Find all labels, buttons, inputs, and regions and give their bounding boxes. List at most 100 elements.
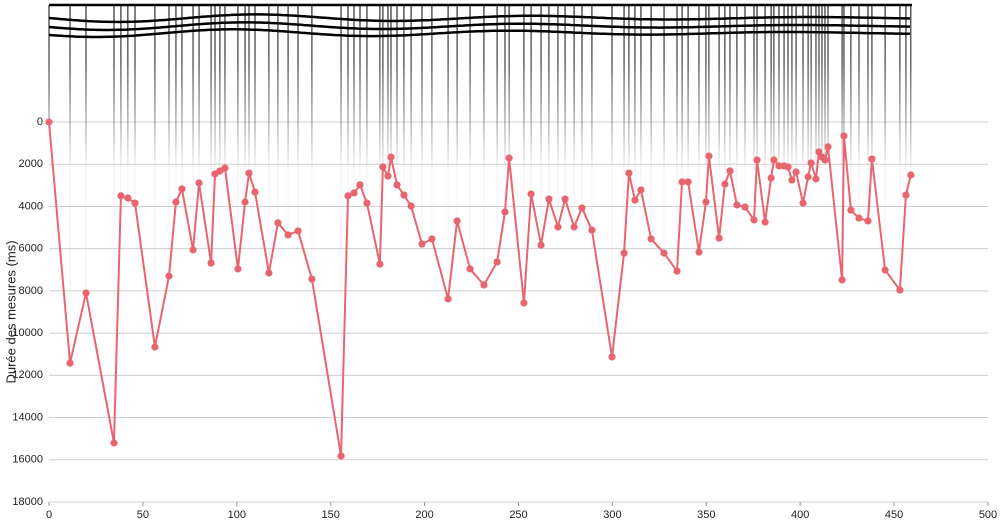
data-point xyxy=(82,289,90,297)
data-point xyxy=(284,231,292,239)
x-tick-label: 100 xyxy=(228,509,246,521)
y-tick-label: 8000 xyxy=(19,285,43,297)
data-point xyxy=(673,267,681,275)
data-point xyxy=(356,181,364,189)
data-point xyxy=(376,260,384,268)
data-point xyxy=(379,163,387,171)
header-wave xyxy=(48,13,911,24)
x-tick-label: 400 xyxy=(791,509,809,521)
data-point xyxy=(151,343,159,351)
data-point xyxy=(881,266,889,274)
data-point xyxy=(537,241,545,249)
data-point xyxy=(705,152,713,160)
data-point xyxy=(821,156,829,164)
x-tick-label: 450 xyxy=(885,509,903,521)
data-point xyxy=(363,199,371,207)
data-point xyxy=(741,203,749,211)
data-point xyxy=(501,208,509,216)
data-point xyxy=(812,175,820,183)
data-point xyxy=(308,275,316,283)
data-point xyxy=(770,156,778,164)
data-point xyxy=(721,180,729,188)
data-point xyxy=(207,259,215,267)
data-point xyxy=(110,439,118,447)
data-point xyxy=(407,202,415,210)
data-point xyxy=(864,217,872,225)
data-point xyxy=(570,223,578,231)
header-wave xyxy=(48,28,910,39)
data-point xyxy=(578,204,586,212)
data-point xyxy=(684,178,692,186)
data-point xyxy=(480,281,488,289)
data-point xyxy=(726,167,734,175)
data-point xyxy=(178,185,186,193)
y-tick-label: 4000 xyxy=(19,200,43,212)
data-point xyxy=(337,452,345,460)
data-point xyxy=(387,153,395,161)
data-point xyxy=(767,174,775,182)
data-point xyxy=(847,206,855,214)
y-tick-label: 18000 xyxy=(12,496,43,508)
data-point xyxy=(733,201,741,209)
y-axis-label: Durée des mesures (ms) xyxy=(3,240,18,383)
data-point xyxy=(695,248,703,256)
data-point xyxy=(251,188,259,196)
data-point xyxy=(561,195,569,203)
data-point xyxy=(466,265,474,273)
data-point xyxy=(799,199,807,207)
data-point xyxy=(753,156,761,164)
data-point xyxy=(265,269,273,277)
y-tick-label: 16000 xyxy=(12,454,43,466)
x-tick-label: 0 xyxy=(46,509,52,521)
data-point xyxy=(172,198,180,206)
data-point xyxy=(428,235,436,243)
data-point xyxy=(221,164,229,172)
series-line xyxy=(48,121,912,457)
data-point xyxy=(840,132,848,140)
data-point xyxy=(625,169,633,177)
header-wave xyxy=(48,21,910,32)
y-tick-label: 0 xyxy=(37,116,43,128)
data-point xyxy=(493,258,501,266)
data-point xyxy=(660,249,668,257)
data-point xyxy=(608,353,616,361)
data-point xyxy=(792,168,800,176)
data-point xyxy=(715,234,723,242)
y-tick-label: 12000 xyxy=(12,369,43,381)
data-point xyxy=(631,196,639,204)
y-tick-label: 6000 xyxy=(19,243,43,255)
data-point xyxy=(393,181,401,189)
x-tick-label: 300 xyxy=(603,509,621,521)
data-point xyxy=(902,191,910,199)
data-point xyxy=(131,199,139,207)
y-tick-label: 14000 xyxy=(12,411,43,423)
data-point xyxy=(117,192,125,200)
data-point xyxy=(66,359,74,367)
data-point xyxy=(520,299,528,307)
data-point xyxy=(838,276,846,284)
x-tick-label: 500 xyxy=(979,509,997,521)
data-point xyxy=(241,198,249,206)
data-point xyxy=(647,235,655,243)
header-decoration xyxy=(48,3,912,39)
data-point xyxy=(702,198,710,206)
data-point xyxy=(545,195,553,203)
data-point xyxy=(350,189,358,197)
data-point xyxy=(505,154,513,162)
data-point xyxy=(896,286,904,294)
data-point xyxy=(750,216,758,224)
data-point xyxy=(344,192,352,200)
data-point xyxy=(804,173,812,181)
data-point xyxy=(775,162,783,170)
x-tick-label: 350 xyxy=(697,509,715,521)
x-tick-label: 50 xyxy=(137,509,149,521)
data-point xyxy=(907,171,915,179)
data-point xyxy=(868,155,876,163)
data-point xyxy=(807,159,815,167)
data-point xyxy=(165,272,173,280)
data-point xyxy=(788,176,796,184)
data-point xyxy=(620,249,628,257)
data-point xyxy=(761,218,769,226)
data-point xyxy=(234,265,242,273)
